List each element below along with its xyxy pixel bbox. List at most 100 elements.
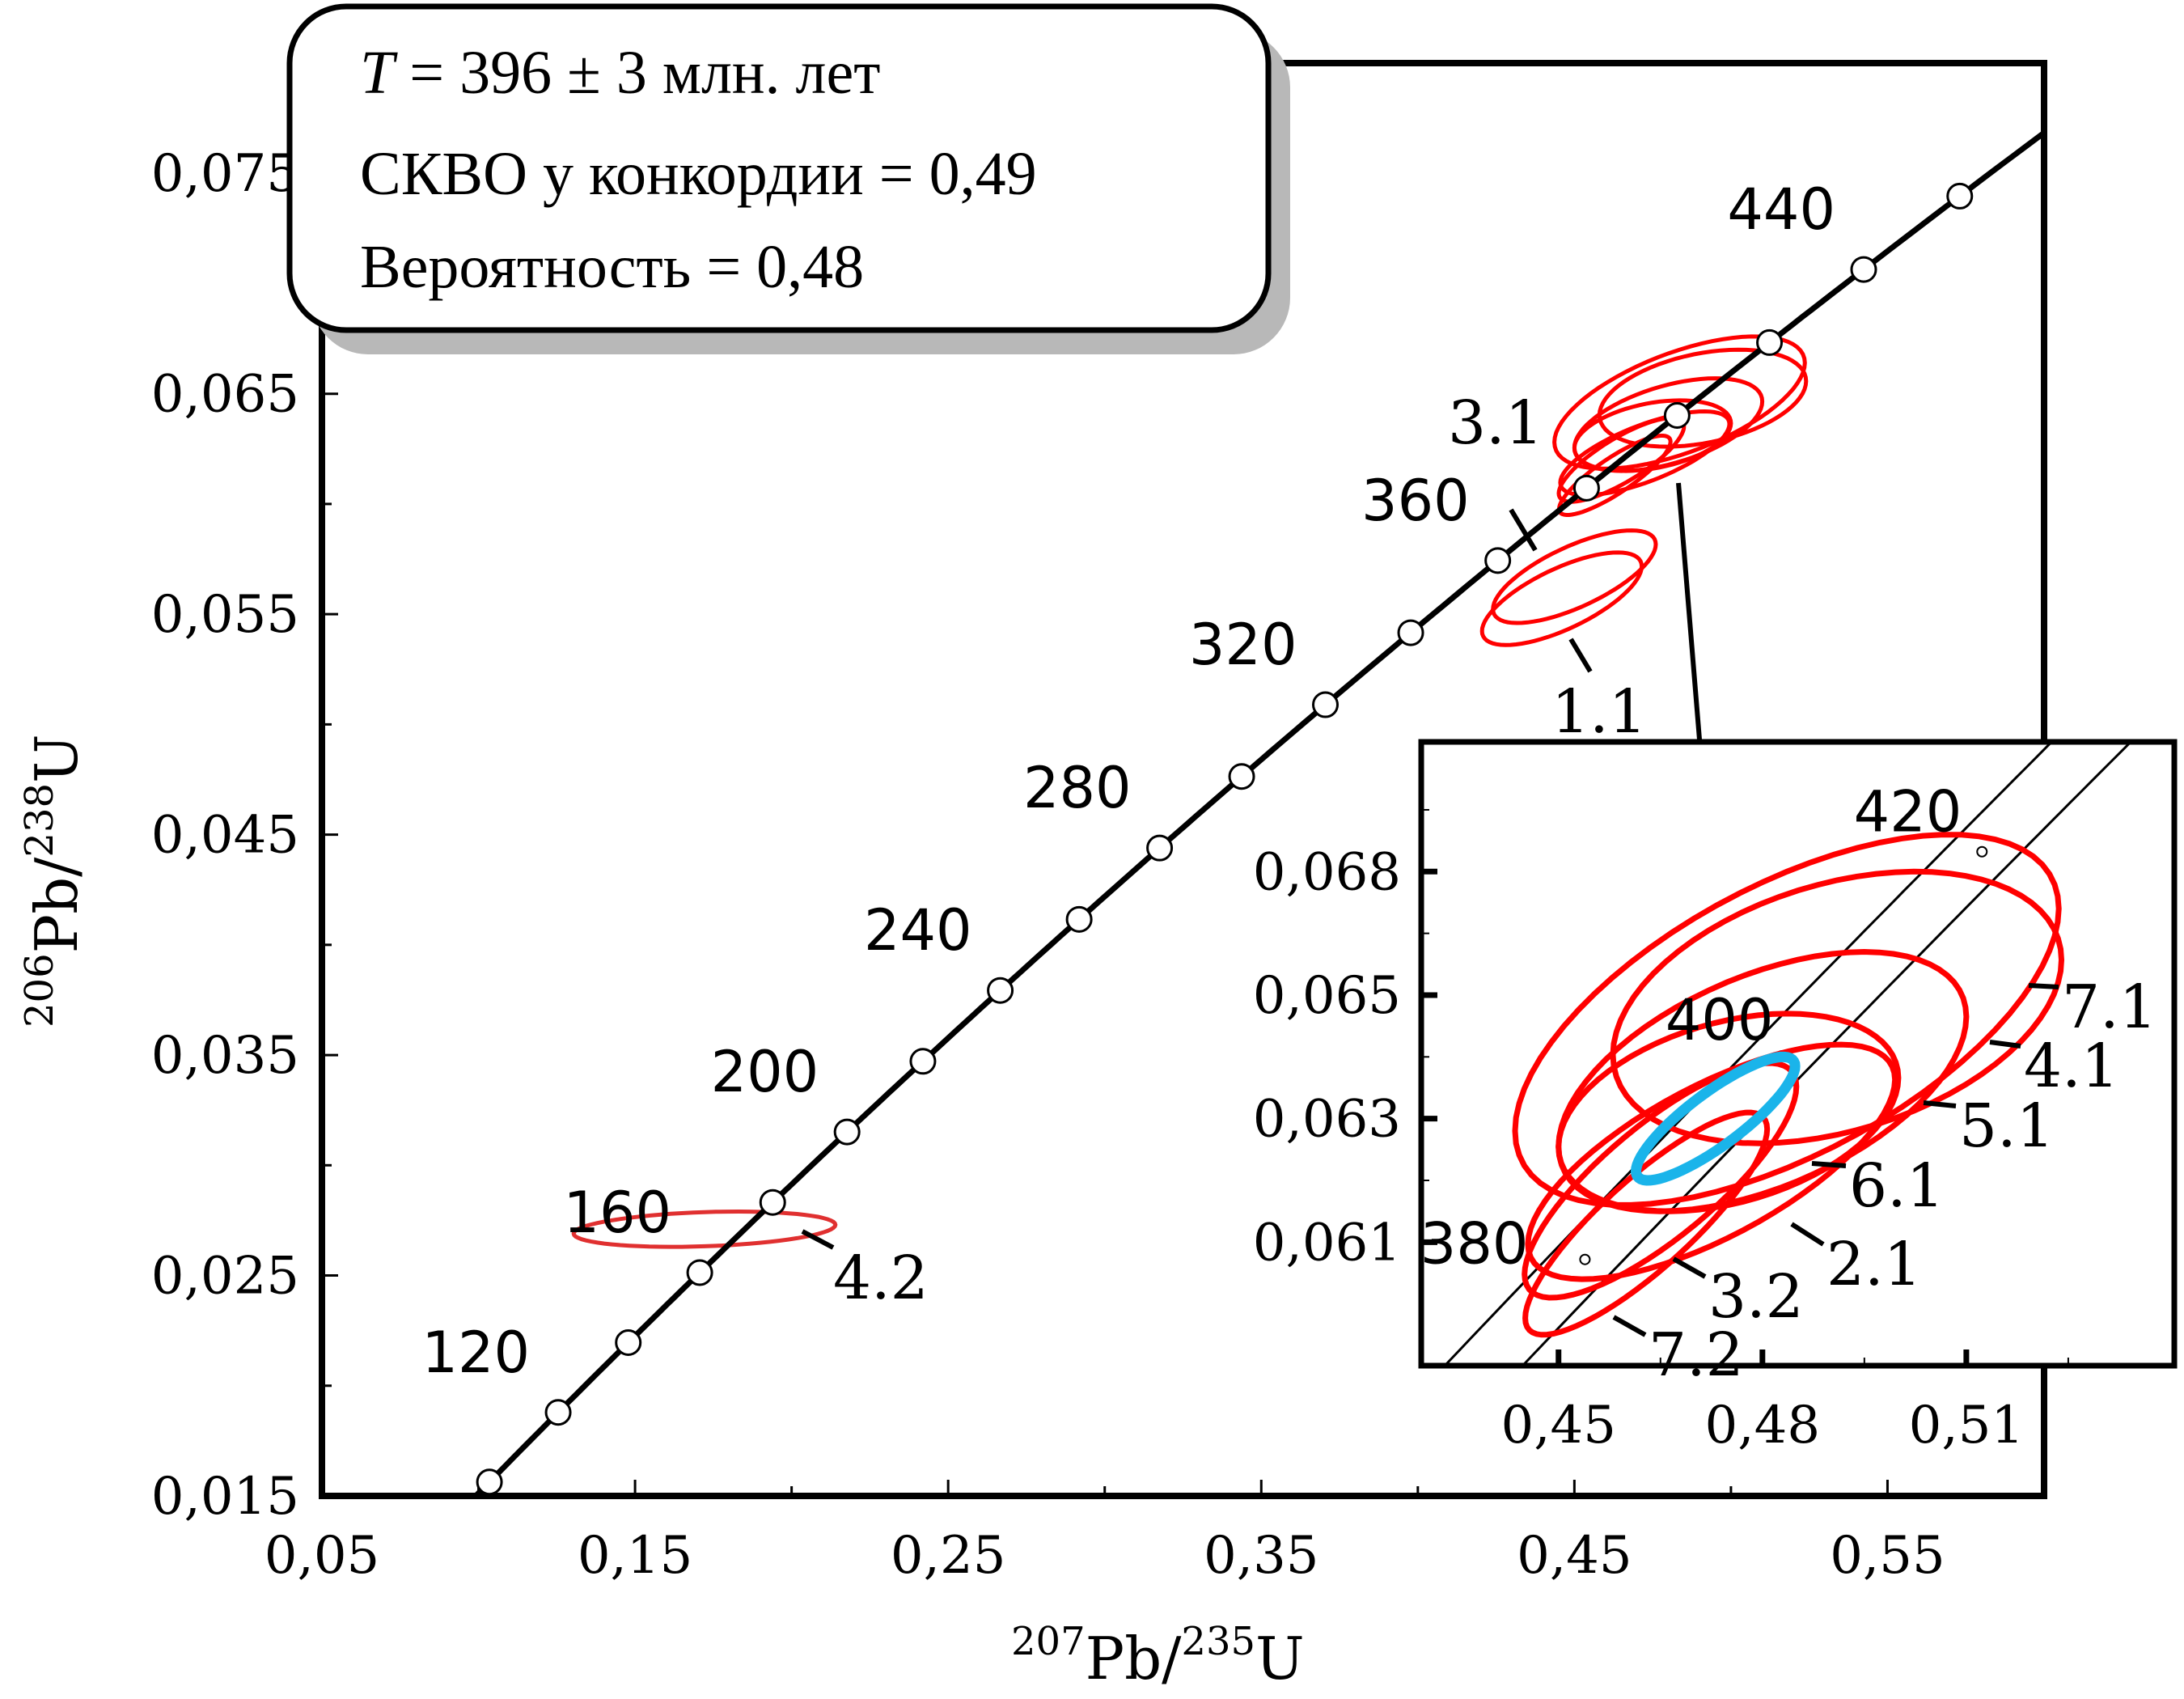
x-axis-title-sup1: 207 [1011,1619,1086,1664]
inset-spot-labels: 7.14.15.16.1 2.1 3.27.2 [1612,972,2157,1390]
info-box-panel [286,3,1272,333]
inset-y-tick-label: 0,065 [1253,966,1401,1026]
main-concordia [472,129,2044,1496]
x-axis-title-main2: U [1255,1625,1305,1693]
x-tick-label: 0,45 [1517,1526,1632,1586]
inset-plot: 0,45 0,48 0,51 0,068 0,065 0,063 0,061 380 400 4… [1253,739,2178,1468]
concordia-age-marker [1663,402,1691,430]
y-axis-title-sup2: 238 [17,783,62,858]
y-tick-label: 0,015 [151,1467,299,1527]
y-tick-label: 0,075 [151,144,299,204]
inset-concordia-marker [1976,845,1988,858]
concordia-age-marker [1946,182,1974,210]
concordia-age-label: 120 [421,1320,530,1386]
inset-age-label: 400 [1666,987,1774,1053]
concordia-age-marker [544,1399,572,1426]
spot-leader-line [2028,983,2059,989]
concordia-age-marker [1484,547,1512,574]
x-tick-label: 0,25 [891,1526,1006,1586]
inset-spot-label-2-1: 2.1 [1790,1222,1922,1299]
inset-spot-label-7-1: 7.1 [2028,972,2157,1042]
inset-spot-label-7-2: 7.2 [1612,1315,1744,1390]
x-tick-label: 0,05 [265,1526,380,1586]
error-ellipse-3-1 [1491,528,1658,625]
inset-spot-label-text: 5.1 [1959,1091,2055,1161]
inset-axis-tick-labels: 0,45 0,48 0,51 0,068 0,065 0,063 0,061 [1253,842,2024,1455]
inset-spot-label-text: 2.1 [1826,1230,1922,1299]
inset-concordia-marker [1387,1458,1397,1468]
y-tick-label: 0,025 [151,1247,299,1307]
inset-age-label: 380 [1420,1211,1529,1277]
y-tick-label: 0,065 [151,365,299,425]
y-axis-title-main2: U [23,734,91,783]
y-axis-title-sup1: 206 [17,953,62,1027]
x-axis-title-main1: Pb/ [1086,1625,1183,1693]
inset-y-tick-label: 0,061 [1253,1213,1401,1273]
inset-spot-label-5-1: 5.1 [1923,1091,2055,1161]
inset-x-tick-label: 0,48 [1705,1396,1821,1455]
spot-label-text: 3.1 [1448,388,1543,458]
info-line-probability: Вероятность = 0,48 [360,233,864,301]
inset-spot-label-text: 6.1 [1849,1151,1945,1221]
concordia-age-marker [476,1468,503,1496]
inset-x-tick-label: 0,51 [1909,1396,2025,1455]
spot-leader-line [1672,1256,1707,1279]
concordia-age-label: 200 [711,1039,819,1105]
concordia-age-label: 240 [864,897,972,964]
x-axis-title: 207Pb/235U [1011,1619,1305,1693]
concordia-age-marker [1397,619,1424,646]
inset-frame [1418,739,2178,1369]
concordia-age-marker [1850,256,1877,283]
inset-spot-label-4-1: 4.1 [1989,1032,2119,1101]
spot-leader-line [1989,1040,2021,1049]
y-tick-label: 0,045 [151,806,299,866]
y-tick-label: 0,035 [151,1026,299,1086]
inset-error-ellipse-7-2 [1522,1109,1771,1338]
info-age-variable: T [360,39,398,107]
inset-age-labels: 380 400 420 [1420,779,1962,1277]
concordia-age-label: 280 [1023,755,1132,821]
concordia-age-marker [759,1188,786,1216]
concordia-age-label: 160 [563,1180,671,1246]
error-ellipse-3-2 [1556,416,1687,504]
info-line-age: T = 396 ± 3 млн. лет [360,39,880,107]
inset-spot-label-text: 7.1 [2062,972,2157,1042]
inset-axis-ticks [1421,808,2069,1366]
concordia-age-label: 360 [1361,468,1470,534]
spot-label-text: 1.1 [1551,677,1647,747]
inset-error-ellipse-7-1 [1512,832,2062,1208]
zoom-arrow [1676,482,1718,808]
concordia-age-marker [1065,905,1093,933]
x-tick-label: 0,35 [1204,1526,1319,1586]
inset-spot-label-text: 3.2 [1708,1262,1804,1332]
spot-leader-line [1811,1161,1847,1168]
inset-y-tick-label: 0,068 [1253,842,1401,902]
concordia-age-marker [1572,474,1600,502]
spot-leader-line [1923,1100,1957,1108]
x-tick-label: 0,55 [1830,1526,1945,1586]
y-axis-title: 206Pb/238U [17,734,91,1027]
inset-spot-label-6-1: 6.1 [1811,1151,1945,1221]
spot-label-1-1: 1.1 [1551,638,1647,747]
info-box: T = 396 ± 3 млн. лет СКВО у конкордии = … [286,3,1290,354]
inset-spot-label-3-2: 3.2 [1672,1256,1804,1332]
inset-y-tick-label: 0,063 [1253,1090,1401,1150]
info-line-mswd: СКВО у конкордии = 0,49 [360,140,1037,208]
inset-x-tick-label: 0,45 [1500,1396,1616,1455]
y-tick-label: 0,055 [151,585,299,645]
spot-label-4-2: 4.2 [801,1229,929,1313]
inset-concordia-marker [1579,1253,1591,1265]
concordia-age-label: 320 [1189,612,1297,678]
spot-leader-line [1790,1222,1825,1247]
concordia-age-mean-ellipse [1630,1051,1801,1186]
inset-error-ellipse-2-1 [1525,1041,1898,1282]
y-axis-title-main1: Pb/ [23,857,91,954]
main-axis-tick-labels: 0,05 0,15 0,25 0,35 0,45 0,55 0,015 0,025 0,035 0… [151,144,1945,1586]
inset-concordia-line [1443,742,2054,1366]
concordia-age-label: 440 [1727,176,1835,243]
concordia-age-marker [909,1048,937,1075]
x-tick-label: 0,15 [578,1526,693,1586]
concordia-age-marker [987,977,1014,1004]
error-ellipse-1-1 [1479,550,1644,647]
